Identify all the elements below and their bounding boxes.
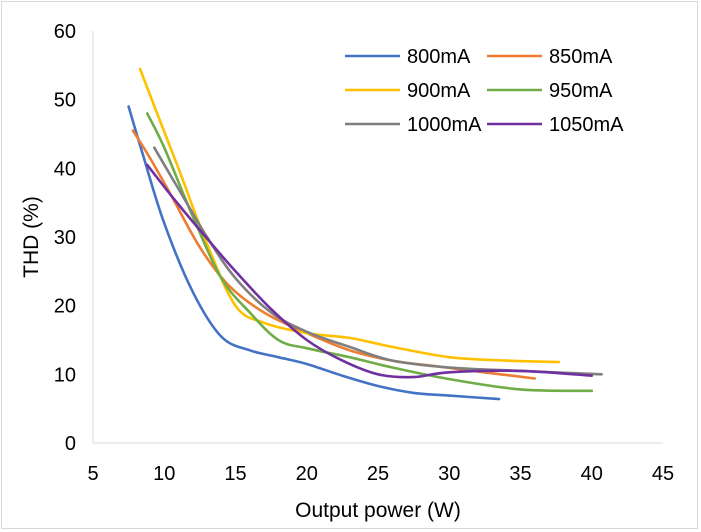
x-tick-label: 10 (153, 463, 175, 485)
y-tick-label: 0 (65, 433, 76, 455)
legend-label: 1050mA (549, 114, 624, 136)
legend: 800mA 850mA 900mA 950mA 1000mA 1050mA (345, 46, 624, 136)
x-tick-label: 5 (87, 463, 98, 485)
x-tick-label: 30 (438, 463, 460, 485)
legend-label: 950mA (549, 80, 613, 102)
x-tick-label: 40 (581, 463, 603, 485)
x-tick-label: 45 (652, 463, 674, 485)
y-tick-label: 50 (54, 90, 76, 112)
legend-label: 850mA (549, 46, 613, 68)
y-tick-label: 40 (54, 158, 76, 180)
x-tick-labels: 5 10 15 20 25 30 35 40 45 (87, 463, 674, 485)
y-tick-labels: 0 10 20 30 40 50 60 (54, 21, 76, 455)
x-tick-label: 15 (224, 463, 246, 485)
series-line-1050ma (145, 163, 594, 379)
legend-label: 900mA (407, 80, 471, 102)
series-line-950ma (145, 112, 594, 393)
y-tick-label: 10 (54, 364, 76, 386)
y-tick-label: 20 (54, 296, 76, 318)
series-line-1000ma (153, 146, 603, 376)
y-axis-title: THD (%) (20, 196, 43, 278)
x-tick-label: 35 (509, 463, 531, 485)
series-line-800ma (127, 105, 501, 401)
x-axis-title: Output power (W) (295, 499, 461, 522)
y-tick-label: 60 (54, 21, 76, 43)
legend-label: 1000mA (407, 114, 482, 136)
series-lines (127, 67, 603, 401)
series-line-900ma (138, 67, 561, 364)
x-tick-label: 20 (296, 463, 318, 485)
y-tick-label: 30 (54, 227, 76, 249)
x-tick-label: 25 (367, 463, 389, 485)
legend-label: 800mA (407, 46, 471, 68)
